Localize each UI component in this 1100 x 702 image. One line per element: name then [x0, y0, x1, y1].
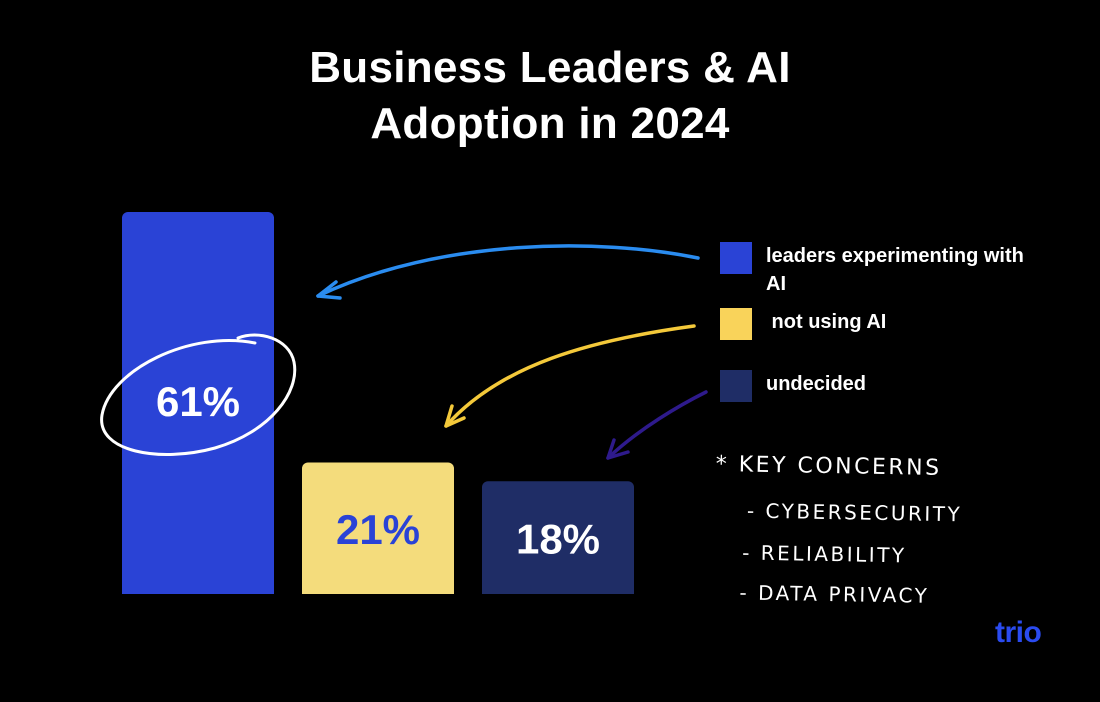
note-item-cybersecurity: - CYBERSECURITY	[746, 498, 963, 527]
trio-logo: trio	[995, 616, 1042, 649]
data-label-undecided: 18%	[516, 516, 600, 563]
arrow-not-using-body	[444, 324, 696, 428]
note-item-reliability: - RELIABILITY	[742, 540, 907, 568]
highlight-circle	[100, 333, 297, 456]
legend-item-experimenting: leaders experimenting with AI	[720, 242, 1036, 298]
legend-label-not-using: not using AI	[766, 311, 887, 333]
data-label-not-using: 21%	[336, 506, 420, 553]
arrow-undecided-body	[606, 390, 708, 460]
legend-item-not-using: not using AI	[720, 308, 1036, 340]
notes-heading: * KEY CONCERNS	[715, 451, 942, 481]
legend-swatch-experimenting	[720, 242, 752, 274]
legend-label-experimenting: leaders experimenting with AI	[766, 245, 1024, 295]
legend-swatch-undecided	[720, 370, 752, 402]
note-item-data-privacy: - DATA PRIVACY	[739, 580, 930, 608]
data-label-experimenting: 61%	[156, 378, 240, 425]
arrow-experimenting-body	[316, 244, 700, 298]
legend-swatch-not-using	[720, 308, 752, 340]
chart-title-line-1: Business Leaders & AI	[309, 43, 791, 92]
legend-label-undecided: undecided	[766, 373, 867, 395]
legend-item-undecided: undecided	[720, 370, 1036, 402]
bar-not-using	[302, 462, 454, 600]
arrow-undecided-head	[606, 438, 630, 460]
bar-undecided	[482, 481, 634, 600]
chart-title: Business Leaders & AI Adoption in 2024	[0, 40, 1100, 152]
arrow-not-using-head	[444, 404, 466, 428]
bar-experimenting	[122, 212, 274, 600]
arrow-experimenting-head	[316, 280, 342, 300]
baseline-mask	[0, 594, 700, 614]
chart-title-line-2: Adoption in 2024	[370, 99, 730, 148]
